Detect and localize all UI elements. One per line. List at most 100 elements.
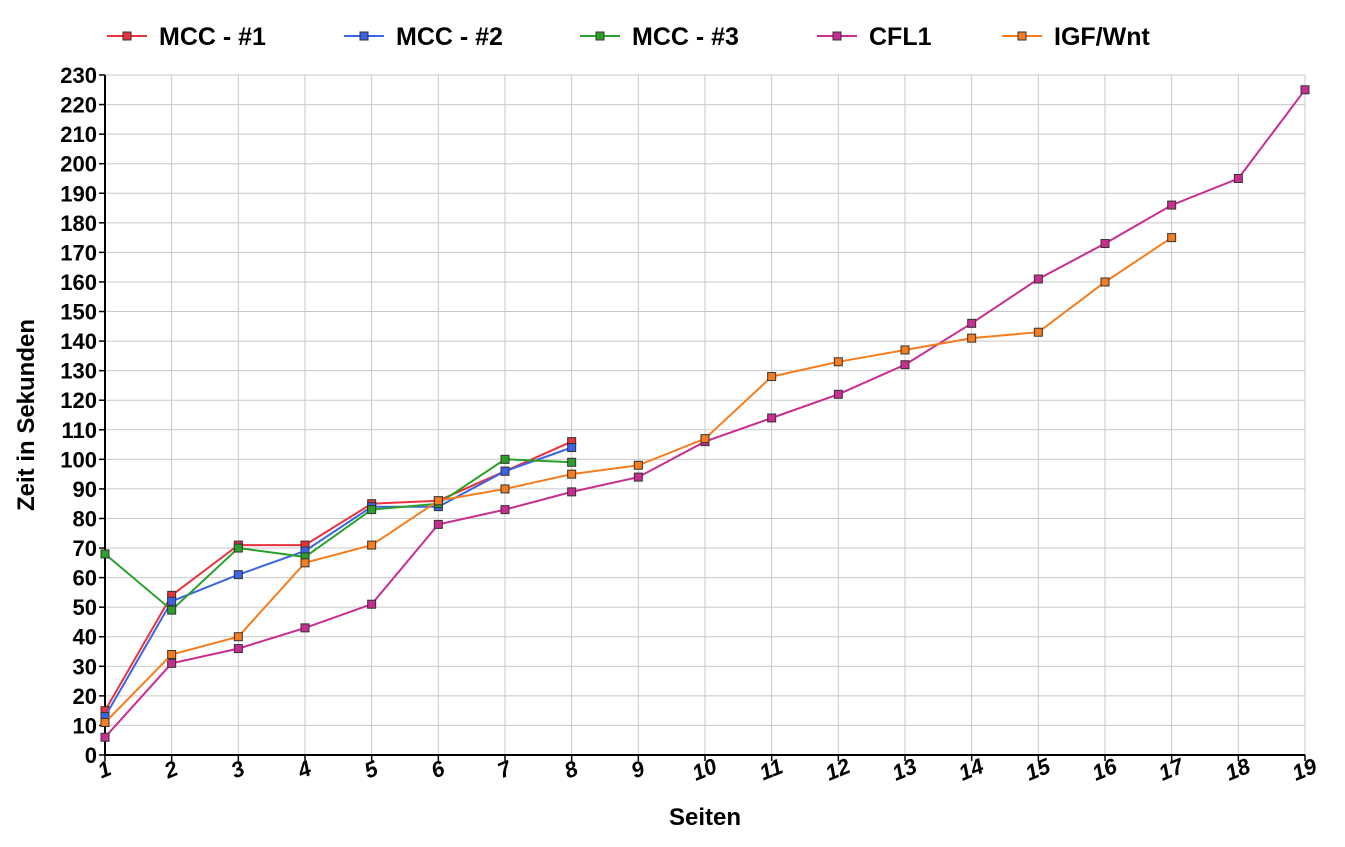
data-point — [367, 540, 377, 550]
x-tick-label: 10 — [688, 753, 721, 786]
y-tick-label: 230 — [60, 63, 97, 88]
x-tick-label: 15 — [1022, 753, 1055, 786]
data-point — [567, 443, 577, 453]
y-tick-label: 150 — [60, 300, 97, 325]
data-point — [233, 543, 243, 553]
y-axis-ticks: 0 10 20 30 40 50 60 70 80 90 100 110 120 130 140 150 160… — [60, 63, 105, 768]
data-point — [167, 596, 177, 606]
x-axis-ticks: 1 2 3 4 5 6 7 8 9 10 11 12 13 14 15 16 17 18 19 — [94, 753, 1321, 786]
x-tick-label: 14 — [955, 753, 987, 785]
data-point — [1100, 239, 1110, 249]
data-point — [100, 717, 110, 727]
data-point — [900, 360, 910, 370]
y-tick-label: 120 — [60, 388, 97, 413]
data-point — [1033, 327, 1043, 337]
data-point — [100, 549, 110, 559]
data-point — [433, 496, 443, 506]
data-point — [233, 570, 243, 580]
legend-label: CFL1 — [869, 23, 932, 51]
x-tick-label: 7 — [494, 755, 516, 783]
y-tick-label: 170 — [60, 240, 97, 265]
data-point — [1300, 85, 1310, 95]
legend-marker — [595, 31, 605, 41]
series-5 — [100, 233, 1177, 727]
y-tick-label: 200 — [60, 152, 97, 177]
x-tick-label: 9 — [627, 755, 648, 783]
data-point — [833, 389, 843, 399]
data-point — [1167, 200, 1177, 210]
x-tick-label: 8 — [561, 755, 582, 783]
y-tick-label: 160 — [60, 270, 97, 295]
x-tick-label: 16 — [1088, 753, 1121, 786]
data-point — [500, 505, 510, 515]
y-tick-label: 70 — [73, 536, 97, 561]
y-tick-label: 180 — [60, 211, 97, 236]
y-tick-label: 20 — [73, 684, 97, 709]
x-tick-label: 1 — [94, 756, 115, 784]
data-point — [500, 454, 510, 464]
legend: MCC - #1 MCC - #2 MCC - #3 CFL1 IGF/Wnt — [107, 23, 1150, 51]
data-point — [833, 357, 843, 367]
y-tick-label: 0 — [85, 743, 97, 768]
data-point — [1167, 233, 1177, 243]
series-3 — [100, 454, 577, 615]
legend-marker — [1017, 31, 1027, 41]
data-point — [1033, 274, 1043, 284]
legend-item: MCC - #1 — [107, 23, 266, 51]
data-point — [567, 469, 577, 479]
legend-marker — [359, 31, 369, 41]
legend-marker — [122, 31, 132, 41]
x-tick-label: 3 — [227, 756, 248, 784]
legend-item: MCC - #2 — [344, 23, 503, 51]
legend-marker — [832, 31, 842, 41]
x-tick-label: 12 — [822, 753, 855, 786]
data-point — [300, 558, 310, 568]
y-tick-label: 210 — [60, 122, 97, 147]
legend-item: IGF/Wnt — [1002, 23, 1150, 51]
data-point — [367, 599, 377, 609]
x-tick-label: 6 — [427, 755, 448, 783]
y-tick-label: 50 — [73, 595, 97, 620]
data-point — [700, 434, 710, 444]
data-point — [767, 372, 777, 382]
y-tick-label: 100 — [60, 447, 97, 472]
data-point — [567, 457, 577, 467]
x-tick-label: 2 — [160, 755, 182, 783]
legend-item: MCC - #3 — [580, 23, 739, 51]
y-tick-label: 80 — [73, 506, 97, 531]
legend-label: MCC - #2 — [396, 23, 503, 51]
x-tick-label: 5 — [361, 755, 382, 783]
data-point — [633, 472, 643, 482]
y-tick-label: 90 — [73, 477, 97, 502]
data-point — [567, 487, 577, 497]
y-tick-label: 30 — [73, 654, 97, 679]
y-tick-label: 10 — [73, 713, 97, 738]
legend-label: MCC - #1 — [159, 23, 266, 51]
y-axis-title: Zeit in Sekunden — [13, 319, 40, 511]
x-tick-label: 4 — [293, 756, 315, 784]
data-point — [1100, 277, 1110, 287]
data-point — [1233, 173, 1243, 183]
x-tick-label: 18 — [1222, 753, 1255, 786]
series-group — [100, 85, 1310, 742]
y-tick-label: 110 — [62, 418, 98, 443]
data-point — [900, 345, 910, 355]
data-point — [233, 644, 243, 654]
series-1 — [100, 437, 577, 716]
data-point — [767, 413, 777, 423]
data-point — [167, 658, 177, 668]
legend-label: IGF/Wnt — [1054, 23, 1150, 51]
grid — [104, 74, 1306, 756]
data-point — [233, 632, 243, 642]
legend-label: MCC - #3 — [632, 23, 739, 51]
legend-item: CFL1 — [817, 23, 932, 51]
data-point — [433, 519, 443, 529]
data-point — [500, 466, 510, 476]
data-point — [633, 460, 643, 470]
x-axis-title: Seiten — [669, 804, 741, 831]
y-tick-label: 130 — [60, 359, 97, 384]
y-tick-label: 220 — [60, 93, 97, 118]
data-point — [300, 623, 310, 633]
data-point — [100, 732, 110, 742]
